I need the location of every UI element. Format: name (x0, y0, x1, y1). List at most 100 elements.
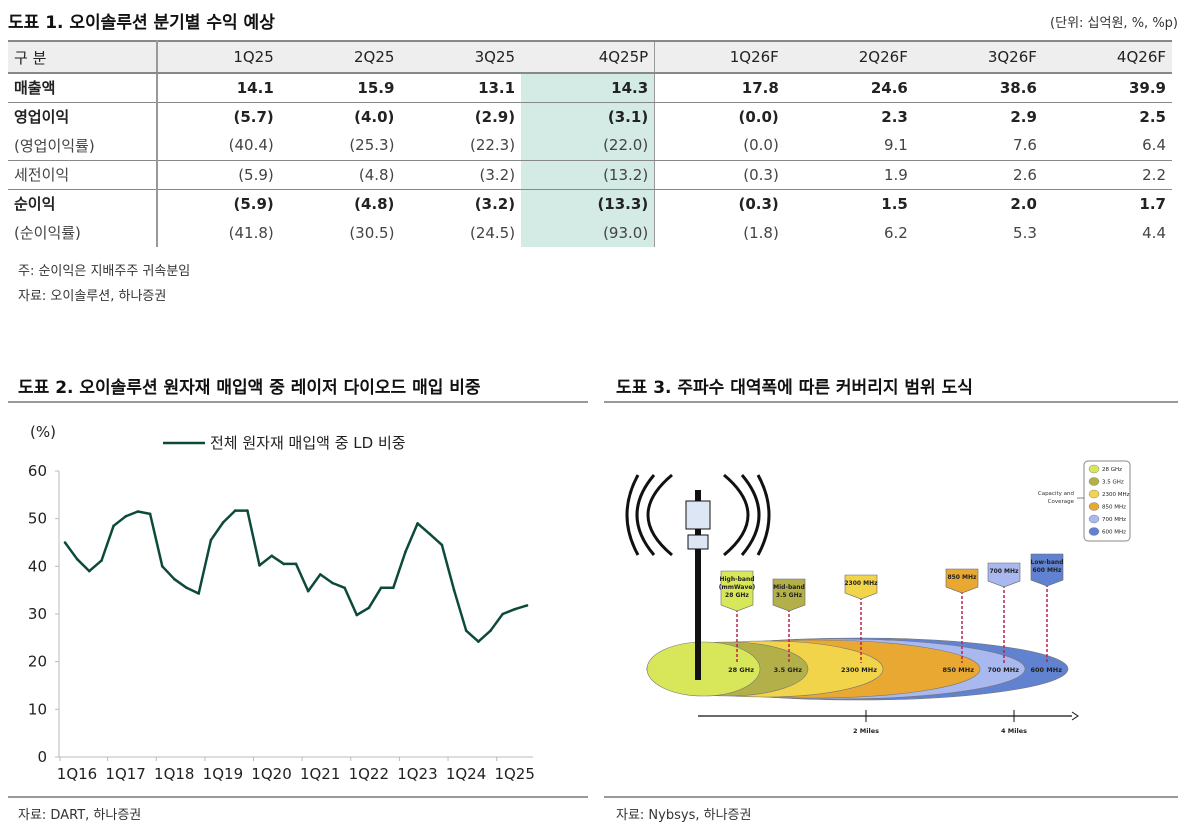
axis-label: 2 Miles (853, 727, 879, 735)
data-point (221, 521, 225, 524)
table-cell: 1.9 (784, 160, 914, 190)
x-tick-label: 1Q22 (349, 765, 389, 783)
x-tick-label: 1Q21 (300, 765, 340, 783)
data-point (185, 586, 188, 590)
legend-label: 850 MHz (1102, 505, 1126, 511)
column-header: 4Q26F (1042, 40, 1172, 74)
legend-label: 700 MHz (1102, 517, 1126, 523)
y-tick-label: 0 (37, 748, 47, 766)
table-row: 순이익 (5.9) (4.8) (3.2) (13.3) (0.3) 1.5 2.0 1.7 (8, 189, 1172, 218)
band-tag-label: 2300 MHz (844, 580, 878, 587)
row-label: 영업이익 (8, 102, 158, 131)
x-tick-label: 1Q17 (105, 765, 145, 783)
table-cell: (40.4) (157, 131, 280, 161)
legend-swatch (1088, 514, 1100, 524)
table-cell: 2.0 (1010, 194, 1037, 213)
data-point (452, 588, 456, 592)
column-header: 3Q25 (400, 40, 522, 74)
y-tick-label: 30 (28, 605, 47, 623)
earnings-table: 구 분 1Q25 2Q25 3Q25 4Q25P 1Q26F 2Q26F 3Q26F 4Q26F… (8, 40, 1172, 247)
data-point (233, 509, 237, 512)
axis-arrow-icon (1071, 711, 1079, 721)
column-header: 2Q26F (784, 40, 914, 74)
data-point (331, 581, 334, 585)
data-point (282, 562, 286, 566)
table-row: 영업이익 (5.7) (4.0) (2.9) (3.1) (0.0) 2.3 2.9 2.5 (8, 102, 1172, 131)
table1-title: 도표 1. 오이솔루션 분기별 수익 예상 (8, 13, 275, 33)
table-cell: (0.0) (654, 131, 785, 161)
data-point (391, 586, 395, 590)
legend-swatch (1088, 502, 1100, 511)
table-cell: 17.8 (654, 73, 785, 103)
data-point (112, 524, 115, 528)
legend-caption: Capacity and (1038, 491, 1074, 497)
data-point (343, 586, 346, 590)
legend-swatch (1088, 527, 1100, 536)
column-header: 1Q25 (157, 40, 280, 74)
table-cell: (5.9) (233, 194, 274, 213)
table-cell: 6.4 (1042, 131, 1172, 161)
legend-label: 3.5 GHz (1102, 480, 1124, 486)
antenna-panel (685, 500, 711, 530)
band-tag (987, 562, 1021, 588)
table-cell: 4.4 (1142, 223, 1166, 242)
table-cell: 38.6 (913, 73, 1043, 103)
row-label: 매출액 (8, 73, 158, 103)
table-cell: 39.9 (1042, 73, 1172, 103)
table-cell: 2.5 (1139, 107, 1166, 126)
table-header-row: 구 분 1Q25 2Q25 3Q25 4Q25P 1Q26F 2Q26F 3Q26F 4Q26F (8, 40, 1172, 74)
signal-wave-icon (756, 474, 771, 556)
legend-caption: Coverage (1048, 499, 1075, 505)
unit-label: (단위: 십억원, %, %p) (1050, 16, 1178, 31)
table-cell: (3.2) (474, 194, 516, 213)
signal-wave-icon (723, 473, 750, 557)
row-label: 순이익 (8, 189, 158, 218)
data-point (209, 538, 213, 542)
band-range-label: 3.5 GHz (774, 666, 803, 674)
data-point (428, 532, 432, 536)
table-cell: (3.1) (521, 102, 656, 131)
band-tag-label: (mmWave) (719, 584, 756, 591)
data-point (173, 577, 176, 581)
series-line (63, 509, 528, 643)
band-tag-label: 600 MHz (1032, 567, 1062, 574)
chart2-title: 도표 2. 오이솔루션 원자재 매입액 중 레이저 다이오드 매입 비중 (18, 378, 481, 398)
data-point (294, 562, 298, 566)
data-point (197, 592, 201, 595)
y-tick-label: 50 (28, 510, 47, 528)
x-tick-label: 1Q18 (154, 765, 194, 783)
axis-label: 4 Miles (1001, 727, 1027, 735)
diagram3-source: 자료: Nybsys, 하나증권 (616, 808, 752, 823)
data-point (367, 606, 371, 610)
data-point (379, 586, 383, 590)
band-tag-label: Low-band (1031, 559, 1064, 566)
data-point (489, 629, 492, 632)
table-note: 주: 순이익은 지배주주 귀속분임 (18, 264, 191, 279)
band-range-label: 700 MHz (987, 666, 1019, 674)
band-tag (945, 568, 979, 594)
table-cell: (0.0) (738, 107, 779, 126)
table-cell: 2.3 (881, 107, 908, 126)
data-point (404, 550, 407, 554)
column-header: 1Q26F (654, 40, 785, 74)
band-range-label: 850 MHz (942, 666, 974, 674)
data-point (513, 607, 517, 611)
table-cell: (4.0) (354, 107, 395, 126)
signal-wave-icon (740, 474, 761, 556)
table-cell: (3.2) (400, 160, 522, 190)
legend-swatch (1088, 477, 1100, 486)
table-cell: (25.3) (279, 131, 401, 161)
band-tag (1030, 553, 1064, 587)
table-cell: (4.8) (354, 194, 395, 213)
data-point (100, 559, 103, 562)
column-header: 4Q25P (521, 40, 656, 74)
data-point (355, 613, 359, 617)
signal-wave-icon (625, 474, 640, 556)
column-header: 구 분 (8, 40, 158, 74)
band-tag (772, 578, 806, 612)
table-cell: (4.8) (279, 160, 401, 190)
column-header: 2Q25 (279, 40, 401, 74)
band-tag-label: 850 MHz (947, 574, 977, 581)
table-cell: (0.3) (654, 160, 785, 190)
